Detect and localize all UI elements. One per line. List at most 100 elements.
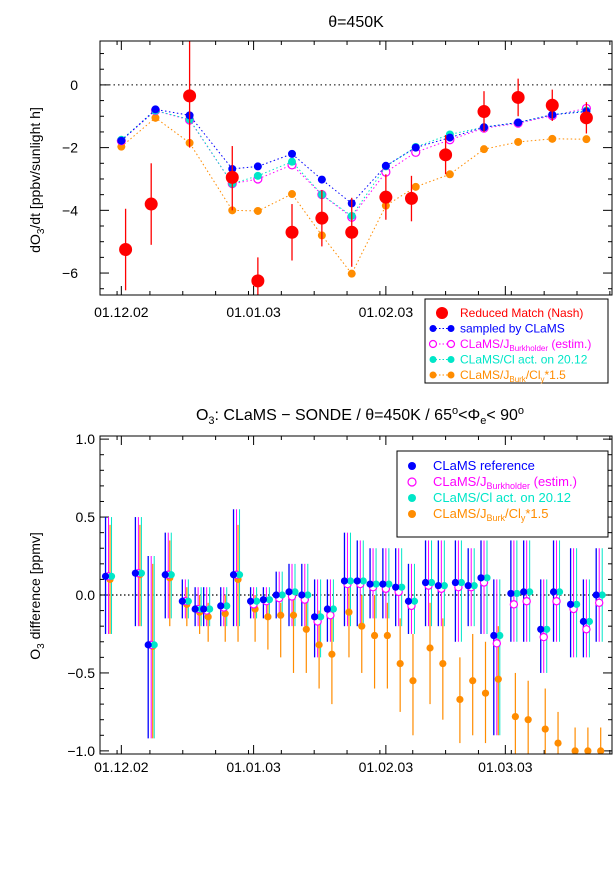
clams-reference-point <box>178 597 186 605</box>
top-plot-frame <box>99 40 613 296</box>
sampled-by-clams-point <box>514 118 523 127</box>
clams-jburkholder-point <box>326 611 335 620</box>
sampled-by-clams-point <box>288 149 296 158</box>
clams-jburk-cly-point <box>277 611 285 619</box>
clams-jburk-cly-point <box>481 689 490 697</box>
top-legend: Reduced Match (Nash)sampled by CLaMSCLaM… <box>424 298 609 384</box>
clams-reference-point <box>451 578 459 587</box>
clams-cl-act-point <box>427 578 436 587</box>
clams-reference-point <box>161 571 169 579</box>
clams-jburk-cly-point <box>411 182 420 191</box>
reduced-match-point <box>439 148 453 162</box>
clams-reference-point <box>434 582 442 590</box>
top-ticks <box>100 41 612 295</box>
reduced-match-point <box>345 225 359 239</box>
clams-jburk-cly-point <box>289 611 298 619</box>
clams-jburkholder-point <box>509 600 519 609</box>
clams-jburk-cly-point <box>302 625 310 633</box>
reduced-match-point <box>579 111 593 125</box>
clams-jburk-cly-point <box>439 659 447 668</box>
clams-jburk-cly-point <box>383 631 391 640</box>
clams-cl-act-point <box>253 597 261 605</box>
clams-reference-point <box>477 574 485 582</box>
sampled-by-clams-point <box>117 136 126 145</box>
top-legend-label: CLaMS/JBurk/Cly*1.5 <box>460 368 566 384</box>
reduced-match-point <box>183 89 197 103</box>
clams-jburk-cly-point <box>554 739 562 747</box>
bottom-y-tick-label: 0.5 <box>76 509 96 525</box>
bottom-x-tick-label: 01.03.03 <box>478 759 533 775</box>
clams-reference-point <box>592 591 600 599</box>
clams-reference-point <box>340 577 349 585</box>
clams-jburk-cly-point <box>151 113 160 122</box>
clams-cl-act-point <box>329 605 337 613</box>
reduced-match-point <box>285 225 299 239</box>
clams-cl-act-point <box>206 605 214 613</box>
top-legend-label: CLaMS/JBurkholder (estim.) <box>460 337 591 353</box>
clams-cl-act-point <box>167 571 175 579</box>
clams-cl-act-point <box>483 574 491 582</box>
sampled-by-clams-point <box>317 175 326 184</box>
clams-reference-point <box>101 572 110 580</box>
reduced-match-point <box>477 105 491 119</box>
clams-jburk-cly-point <box>315 641 323 649</box>
clams-jburk-cly-point <box>328 650 336 658</box>
clams-reference-point <box>191 605 199 613</box>
sampled-by-clams-point <box>381 161 390 170</box>
clams-reference-point <box>549 588 558 596</box>
top-y-axis-label: dO3/dt [ppbv/sunlight h] <box>27 107 47 253</box>
clams-reference-point <box>311 613 319 621</box>
bottom-y-tick-label: −1.0 <box>67 743 95 759</box>
reduced-match-points <box>119 41 593 295</box>
clams-reference-point <box>464 582 472 590</box>
clams-cl-act-point <box>385 580 393 588</box>
bottom-x-tick-label: 01.12.02 <box>94 759 149 775</box>
sampled-by-clams-point <box>151 105 160 114</box>
bottom-ticks <box>100 436 612 754</box>
clams-jburk-cly-point <box>480 145 488 154</box>
series-clams-jburk-cly <box>117 113 591 278</box>
top-panel-title: θ=450K <box>328 14 384 31</box>
clams-reference-point <box>507 589 515 598</box>
top-y-tick-label: 0 <box>70 77 78 93</box>
bottom-x-tick-label: 01.01.03 <box>226 759 281 775</box>
top-x-tick-label: 01.12.02 <box>94 304 149 320</box>
clams-jburk-cly-point <box>204 613 212 621</box>
clams-jburk-cly-point <box>264 613 272 621</box>
clams-reference-point <box>579 617 588 626</box>
clams-reference-point <box>229 571 238 579</box>
bottom-x-tick-labels: 01.12.02 01.01.03 01.02.03 01.03.03 <box>94 759 533 775</box>
clams-cl-act-point <box>304 591 312 599</box>
clams-jburk-cly-point <box>456 695 464 704</box>
top-legend-label: sampled by CLaMS <box>460 322 565 336</box>
clams-cl-act-point <box>288 157 296 166</box>
reduced-match-point <box>315 211 329 225</box>
clams-jburk-cly-point <box>469 677 477 685</box>
clams-jburk-cly-point <box>347 269 356 278</box>
clams-cl-act-point <box>223 602 231 610</box>
top-legend-symbol <box>429 371 437 379</box>
sampled-by-clams-point <box>411 143 420 152</box>
top-legend-symbol <box>436 307 448 319</box>
clams-reference-point <box>247 597 255 605</box>
clams-jburk-cly-point <box>514 137 523 146</box>
clams-jburk-cly-point <box>445 170 454 179</box>
bottom-legend-label: CLaMS reference <box>433 458 535 473</box>
clams-cl-act-point <box>496 631 504 640</box>
clams-cl-act-point <box>513 589 521 598</box>
clams-jburkholder-point <box>552 597 561 606</box>
clams-cl-act-point <box>470 582 478 590</box>
clams-cl-act-point <box>543 625 551 633</box>
clams-reference-point <box>323 605 331 613</box>
clams-cl-act-point <box>107 572 116 580</box>
top-legend-symbol <box>447 371 455 379</box>
clams-reference-point <box>200 605 208 613</box>
clams-jburk-cly-point <box>345 608 353 616</box>
clams-reference-point <box>567 600 575 608</box>
bottom-panel-title: O3: CLaMS − SONDE / θ=450K / 65o<Φe< 90o <box>196 405 524 427</box>
bottom-series <box>101 509 606 755</box>
clams-cl-act-point <box>291 588 299 596</box>
clams-cl-act-point <box>526 588 534 596</box>
top-legend-label: CLaMS/Cl act. on 20.12 <box>460 353 588 367</box>
